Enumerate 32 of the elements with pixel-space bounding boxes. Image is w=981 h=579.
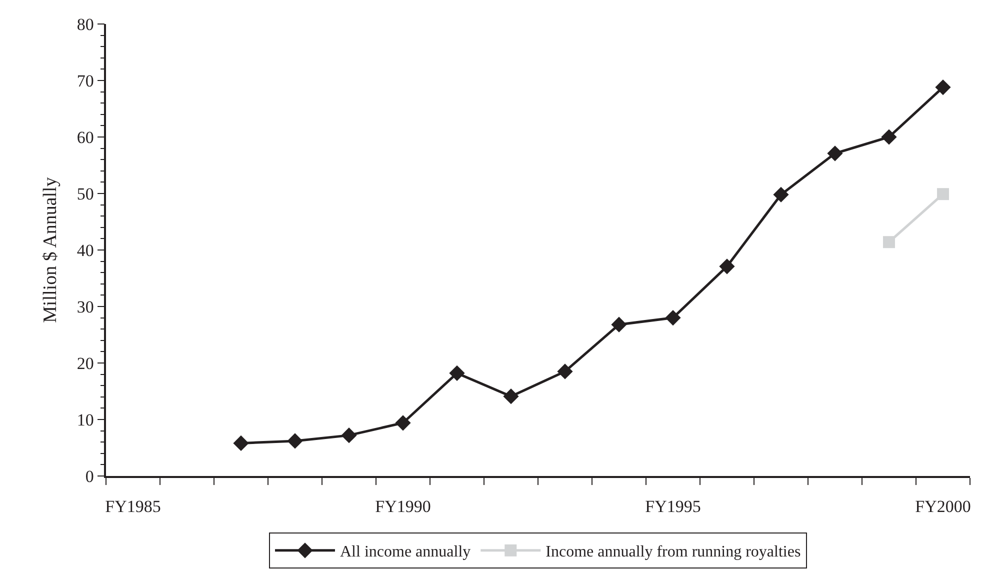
x-tick-label: FY1990 [375,497,431,516]
legend-label: All income annually [340,544,471,561]
y-tick-label: 70 [76,71,94,90]
point [881,129,897,145]
point [665,310,681,326]
point [503,388,519,404]
point [557,364,573,380]
point [935,79,951,96]
point [773,186,789,202]
y-tick-label: 40 [76,240,94,260]
point [827,146,843,162]
point [937,188,949,200]
point [449,365,465,381]
point [611,316,627,332]
x-tick-label: FY1985 [105,497,161,516]
x-tick-label: FY2000 [915,497,971,516]
point [719,258,735,274]
y-tick-label: 10 [76,410,94,430]
point [287,433,303,449]
legend-label: Income annually from running royalties [546,544,801,561]
y-tick-label: 20 [76,354,94,373]
y-tick-label: 30 [76,297,94,316]
y-axis-title: Million $ Annually [40,176,62,323]
y-tick-label: 60 [76,128,94,147]
y-tick-label: 50 [76,184,94,204]
point [883,236,895,248]
point [341,428,357,444]
y-tick-label: 80 [76,14,94,34]
point [395,415,411,431]
y-tick-label: 0 [85,466,94,486]
point [233,435,249,452]
x-tick-label: FY1995 [645,497,701,516]
